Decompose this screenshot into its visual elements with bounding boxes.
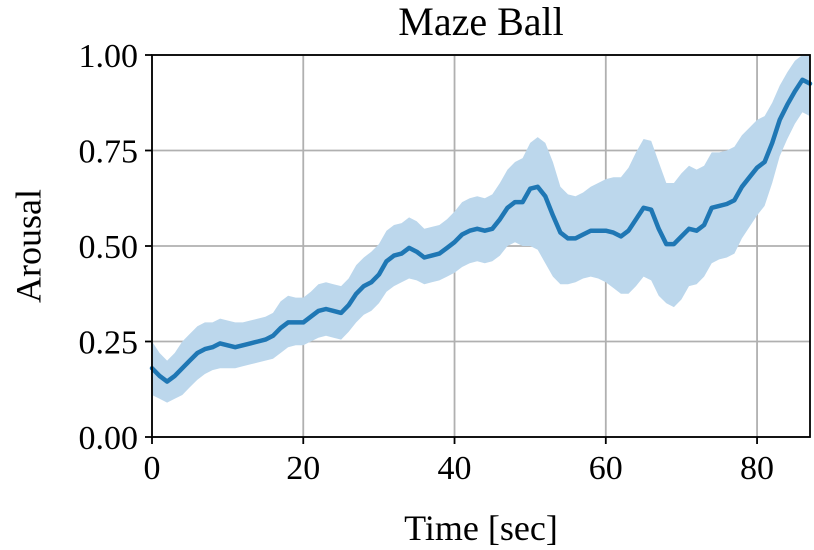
y-tick-label: 0.25	[79, 325, 139, 362]
y-tick-label: 1.00	[79, 38, 139, 75]
x-axis-label: Time [sec]	[404, 508, 558, 548]
x-tick-label: 80	[740, 450, 774, 487]
y-tick-label: 0.75	[79, 134, 139, 171]
axis-ticks	[145, 54, 758, 444]
y-tick-label: 0.50	[79, 229, 139, 266]
series-line	[149, 77, 813, 384]
x-tick-label: 60	[589, 450, 623, 487]
y-axis-label: Arousal	[8, 189, 48, 303]
x-tick-label: 20	[286, 450, 320, 487]
y-tick-label: 0.00	[79, 420, 139, 457]
chart-title: Maze Ball	[398, 0, 564, 44]
x-tick-label: 40	[438, 450, 472, 487]
tick-labels: 0 20 40 60 80 0.00 0.25 0.50 0.75 1.00	[79, 38, 775, 487]
x-tick-label: 0	[144, 450, 161, 487]
